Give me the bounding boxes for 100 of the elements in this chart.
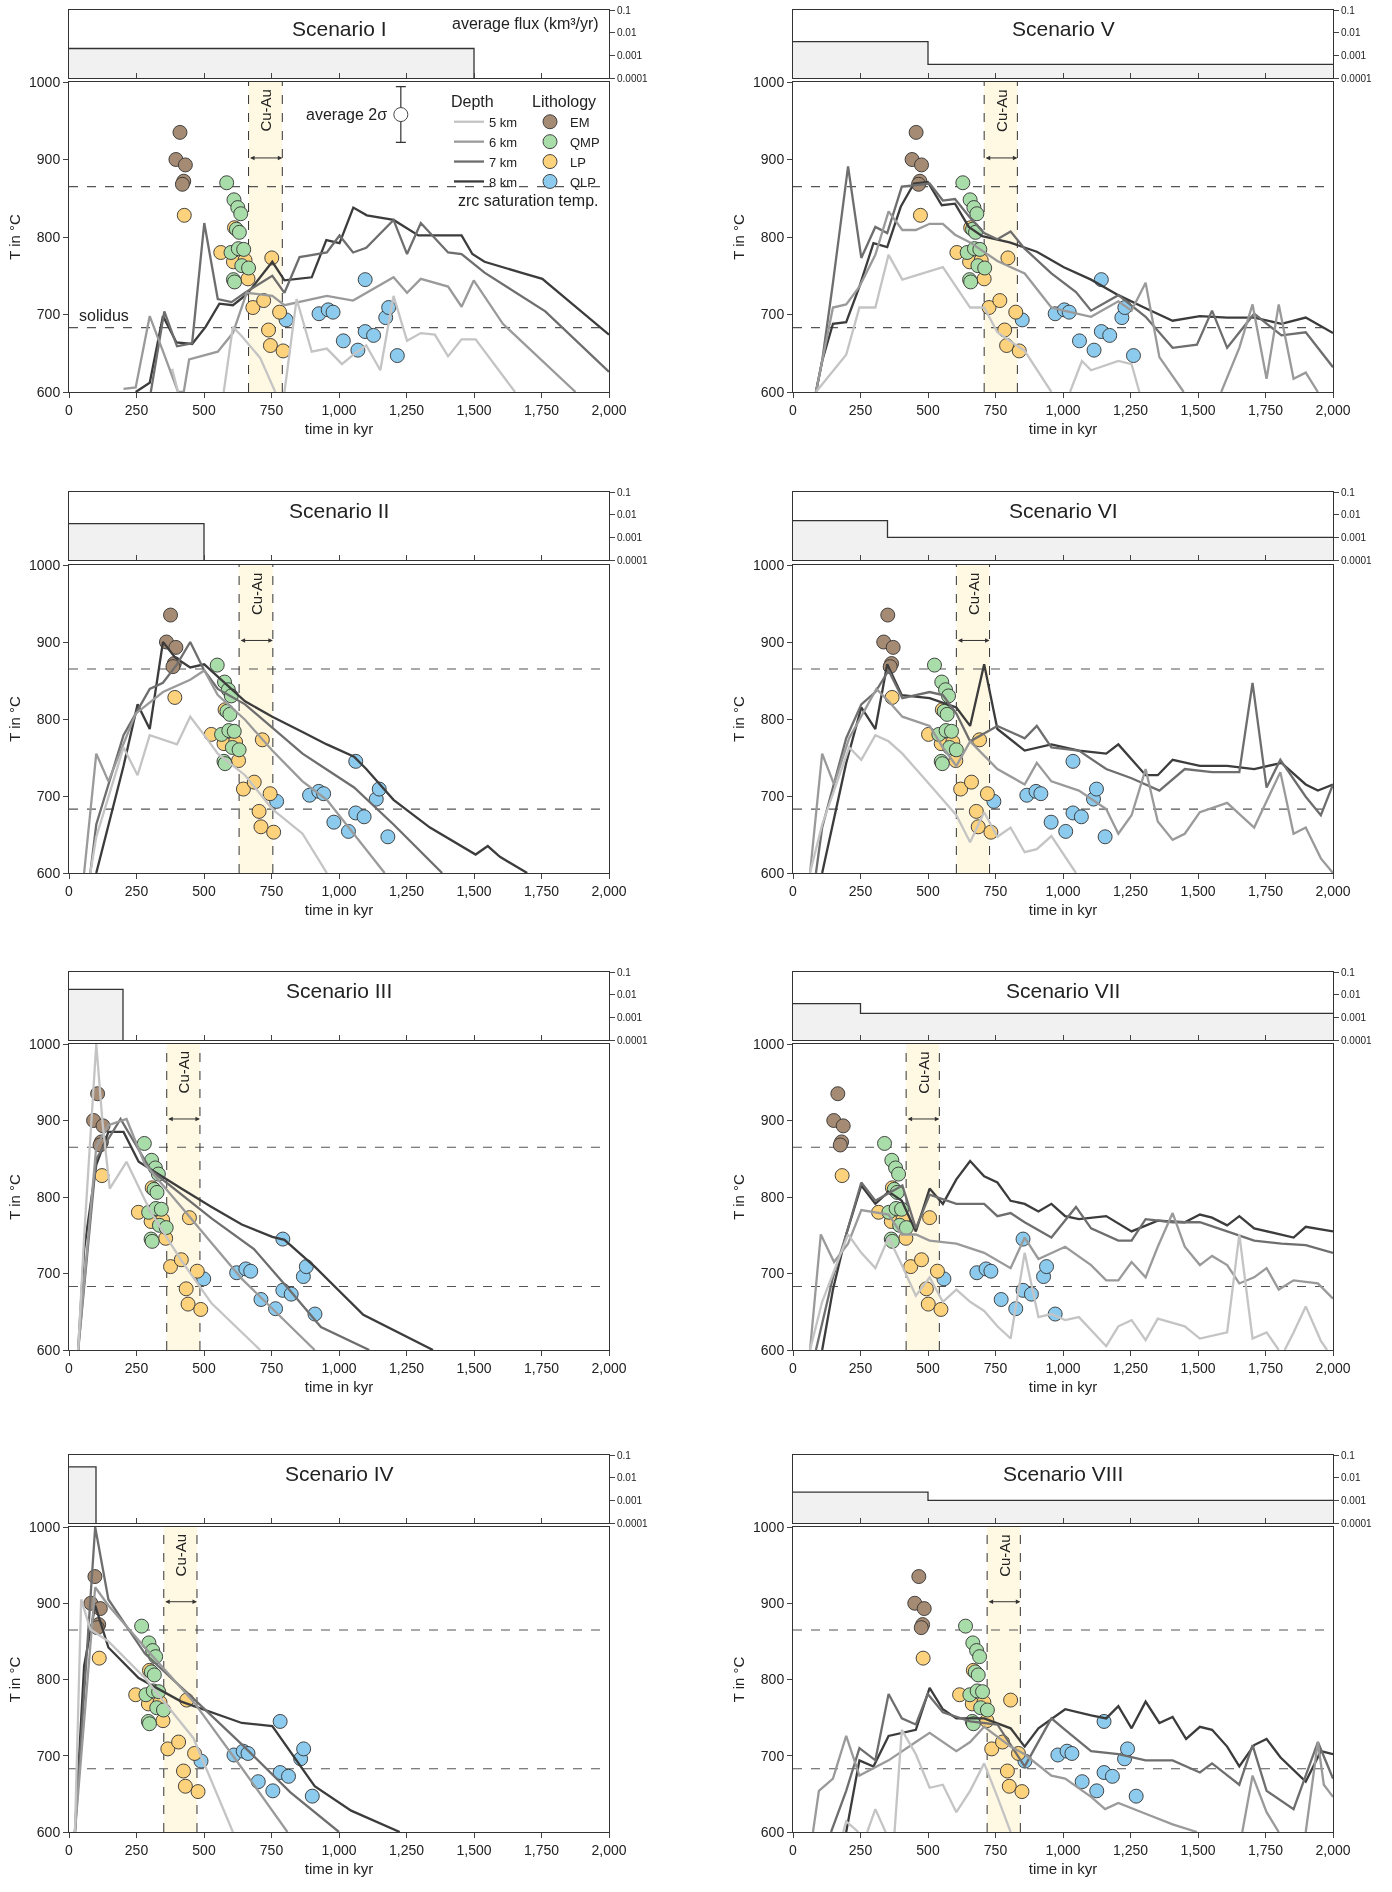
x-tick-label: 750	[983, 401, 1008, 418]
x-tick-label: 2,000	[1315, 1841, 1351, 1858]
y-tick-label: 800	[36, 1188, 61, 1205]
y-tick-label: 700	[36, 1747, 61, 1764]
x-tick-label: 750	[259, 401, 284, 418]
x-tick-label: 1,500	[456, 401, 492, 418]
y-axis-title: T in °C	[730, 1173, 748, 1220]
y-tick-label: 800	[36, 1671, 61, 1688]
chart-title: Scenario V	[1012, 17, 1115, 40]
x-tick-label: 2,000	[1315, 882, 1351, 899]
ref-line-label: solidus	[79, 307, 129, 324]
y-tick-label: 0.001	[617, 1494, 643, 1506]
x-tick-label: 0	[789, 401, 798, 418]
y-tick-label: 1000	[29, 1518, 61, 1535]
y-tick-label: 600	[760, 1341, 785, 1358]
x-tick-label: 1,000	[321, 1359, 357, 1376]
y-tick-label: 1000	[753, 556, 785, 573]
x-axis-title: time in kyr	[1028, 1859, 1098, 1877]
x-tick-label: 500	[192, 1359, 216, 1376]
legend-label: EM	[570, 114, 590, 130]
band-label: Cu-Au	[914, 1051, 932, 1094]
x-tick-label: 500	[192, 401, 216, 418]
x-tick-label: 500	[192, 1841, 216, 1858]
y-tick-label: 900	[36, 151, 61, 168]
x-tick-label: 250	[848, 1841, 873, 1858]
y-tick-label: 0.0001	[617, 554, 649, 566]
y-tick-label: 700	[36, 306, 61, 323]
y-tick-label: 0.1	[1341, 1449, 1356, 1461]
x-tick-label: 1,000	[321, 1841, 357, 1858]
y-tick-label: 0.001	[1341, 49, 1367, 61]
x-tick-label: 0	[65, 1841, 74, 1858]
x-tick-label: 750	[259, 1359, 284, 1376]
y-tick-label: 0.1	[617, 486, 632, 498]
legend-label: QMP	[570, 134, 600, 150]
x-tick-label: 250	[124, 882, 149, 899]
x-tick-label: 750	[983, 882, 1008, 899]
x-tick-label: 1,500	[456, 1841, 492, 1858]
y-tick-label: 600	[36, 383, 61, 400]
x-tick-label: 250	[848, 401, 873, 418]
y-tick-label: 700	[760, 1747, 785, 1764]
y-tick-label: 0.0001	[1341, 554, 1373, 566]
x-axis-title: time in kyr	[304, 1377, 374, 1395]
x-tick-label: 1,250	[388, 882, 425, 899]
y-axis-title: T in °C	[6, 1656, 24, 1703]
y-tick-label: 600	[760, 383, 785, 400]
x-tick-label: 750	[259, 1841, 284, 1858]
y-tick-label: 700	[36, 787, 61, 804]
x-tick-label: 1,500	[456, 882, 492, 899]
x-axis-title: time in kyr	[304, 1859, 374, 1877]
y-tick-label: 0.0001	[1341, 1517, 1373, 1529]
y-tick-label: 700	[760, 1265, 785, 1282]
chart-title: Scenario II	[289, 499, 390, 522]
band-label: Cu-Au	[992, 89, 1010, 132]
y-tick-label: 0.01	[617, 989, 637, 1001]
y-tick-label: 0.01	[617, 509, 637, 521]
annotation: average 2σ	[306, 106, 388, 123]
x-tick-label: 1,000	[321, 401, 357, 418]
x-tick-label: 0	[65, 1359, 74, 1376]
y-tick-label: 600	[36, 1341, 61, 1358]
y-tick-label: 600	[36, 1823, 61, 1840]
y-tick-label: 1000	[29, 556, 61, 573]
text: Depth	[451, 92, 494, 110]
y-tick-label: 600	[36, 864, 61, 881]
x-tick-label: 1,250	[1112, 1841, 1149, 1858]
y-tick-label: 0.001	[617, 531, 643, 543]
x-axis-title: time in kyr	[1028, 900, 1098, 918]
x-tick-label: 1,000	[1045, 1359, 1081, 1376]
x-tick-label: 1,250	[388, 1841, 425, 1858]
y-tick-label: 700	[760, 306, 785, 323]
y-tick-label: 0.0001	[617, 1034, 649, 1046]
legend-label: QLP	[570, 174, 597, 190]
chart-title: Scenario VIII	[1003, 1462, 1124, 1485]
x-tick-label: 1,250	[388, 401, 425, 418]
y-tick-label: 0.01	[1341, 1472, 1361, 1484]
x-tick-label: 1,000	[321, 882, 357, 899]
band-label: Cu-Au	[964, 572, 982, 616]
text: Lithology	[532, 92, 597, 110]
y-tick-label: 0.1	[617, 966, 632, 978]
x-tick-label: 1,750	[1247, 401, 1284, 418]
x-tick-label: 1,000	[1045, 401, 1081, 418]
x-tick-label: 0	[789, 882, 798, 899]
y-tick-label: 0.0001	[617, 72, 649, 84]
x-tick-label: 1,500	[456, 1359, 492, 1376]
x-tick-label: 1,000	[1045, 1841, 1081, 1858]
x-tick-label: 2,000	[1315, 1359, 1351, 1376]
y-tick-label: 0.1	[617, 4, 632, 16]
x-tick-label: 0	[789, 1841, 798, 1858]
y-tick-label: 1000	[29, 1035, 61, 1052]
chart-title: Scenario III	[286, 979, 393, 1002]
y-tick-label: 0.1	[1341, 4, 1356, 16]
y-tick-label: 900	[760, 1595, 785, 1612]
x-tick-label: 250	[124, 1841, 149, 1858]
y-tick-label: 1000	[753, 73, 785, 90]
x-tick-label: 750	[983, 1359, 1008, 1376]
x-tick-label: 500	[916, 882, 940, 899]
y-tick-label: 0.001	[1341, 1494, 1367, 1506]
chart-title: Scenario I	[292, 17, 387, 40]
y-axis-title: T in °C	[6, 213, 24, 260]
x-tick-label: 750	[983, 1841, 1008, 1858]
y-tick-label: 0.001	[1341, 531, 1367, 543]
